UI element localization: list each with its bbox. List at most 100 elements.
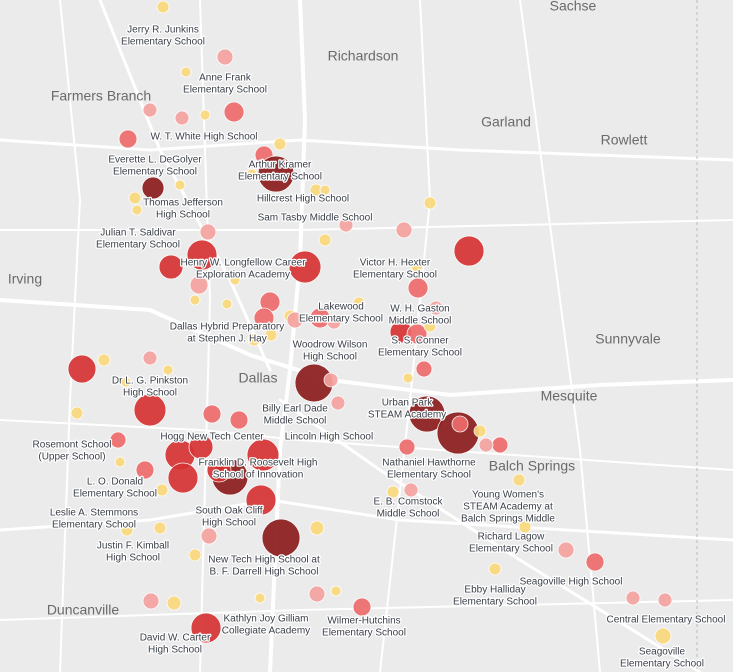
school-label: Elementary School (238, 172, 322, 183)
school-label: Middle School (377, 509, 440, 520)
school-label: Rosemont School (33, 440, 112, 451)
school-marker (326, 314, 342, 330)
school-marker (254, 592, 266, 604)
school-label: Thomas Jefferson (143, 198, 223, 209)
school-label: W. H. Gaston (390, 304, 449, 315)
school-marker (246, 438, 280, 472)
school-marker (206, 457, 232, 483)
school-label: Franklin D. Roosevelt High (199, 458, 318, 469)
school-label: Middle School (264, 416, 327, 427)
school-marker (190, 612, 222, 644)
city-label: Sachse (550, 0, 597, 14)
school-marker (428, 300, 444, 316)
school-marker (309, 520, 325, 536)
school-marker (229, 274, 241, 286)
road (0, 419, 733, 471)
school-label: Elementary School (183, 85, 267, 96)
school-marker (120, 523, 134, 537)
school-marker (395, 221, 413, 239)
school-label: Anne Frank (199, 73, 252, 84)
school-label: Leslie A. Stemmons (50, 508, 138, 519)
school-label: Lakewood (318, 302, 364, 313)
school-marker (223, 101, 245, 123)
school-label: at Stephen J. Hay (187, 334, 267, 345)
school-marker (155, 483, 169, 497)
school-marker (491, 436, 509, 454)
school-label: High School (303, 352, 357, 363)
school-marker (451, 415, 469, 433)
school-marker (158, 254, 184, 280)
school-marker (188, 434, 214, 460)
road (379, 0, 432, 672)
school-marker (120, 376, 132, 388)
school-marker (273, 137, 287, 151)
school-marker (128, 191, 142, 205)
road (0, 599, 733, 621)
school-marker (199, 223, 217, 241)
school-marker (229, 410, 249, 430)
school-marker (261, 518, 301, 558)
school-marker (135, 460, 155, 480)
school-marker (657, 592, 673, 608)
school-label: Dallas Hybrid Preparatory (170, 322, 285, 333)
school-label: Woodrow Wilson (293, 340, 368, 351)
school-label: High School (106, 553, 160, 564)
school-marker (174, 110, 190, 126)
road (278, 398, 702, 672)
school-marker (253, 307, 275, 329)
school-marker (386, 485, 400, 499)
school-label: Henry W. Longfellow Career (180, 258, 306, 269)
school-label: Lincoln High School (285, 432, 373, 443)
school-marker (189, 275, 209, 295)
school-marker (153, 521, 167, 535)
school-marker (166, 595, 182, 611)
school-label: Elementary School (387, 470, 471, 481)
road (199, 0, 212, 672)
school-marker (518, 520, 532, 534)
school-marker (200, 527, 218, 545)
school-label: School of Innovation (213, 470, 304, 481)
school-marker (141, 176, 165, 200)
school-marker (162, 364, 174, 376)
school-label: Justin F. Kimball (97, 541, 169, 552)
school-label: High School (156, 210, 210, 221)
school-label: Jerry R. Junkins (127, 25, 199, 36)
road (0, 219, 733, 231)
school-marker (142, 350, 158, 366)
school-marker (142, 102, 158, 118)
city-label: Rowlett (601, 132, 648, 148)
school-label: (Upper School) (38, 452, 105, 463)
city-label: Dallas (239, 370, 278, 386)
school-marker (288, 250, 322, 284)
school-marker (308, 585, 326, 603)
school-label: STEAM Academy (368, 410, 446, 421)
school-marker (199, 109, 211, 121)
school-label: High School (148, 645, 202, 656)
road (519, 0, 601, 672)
school-marker (319, 184, 331, 196)
school-marker (114, 456, 126, 468)
school-label: South Oak Cliff (195, 506, 262, 517)
school-marker (654, 627, 672, 645)
school-label: New Tech High School at (208, 555, 320, 566)
school-marker (156, 0, 170, 14)
city-label: Garland (481, 114, 531, 130)
school-marker (167, 462, 199, 494)
school-label: Nathaniel Hawthorne (382, 458, 476, 469)
school-label: Elementary School (453, 597, 537, 608)
school-marker (488, 562, 502, 576)
school-label: Elementary School (113, 167, 197, 178)
school-marker (407, 277, 429, 299)
school-marker (70, 406, 84, 420)
school-marker (398, 438, 416, 456)
school-marker (415, 360, 433, 378)
school-marker (264, 328, 278, 342)
city-label: Duncanville (47, 602, 120, 618)
school-label: W. T. White High School (150, 132, 257, 143)
school-marker (338, 217, 354, 233)
school-label: Middle School (389, 316, 452, 327)
school-marker (246, 168, 258, 180)
school-label: Hillcrest High School (257, 194, 349, 205)
school-label: Julian T. Saldivar (100, 228, 176, 239)
